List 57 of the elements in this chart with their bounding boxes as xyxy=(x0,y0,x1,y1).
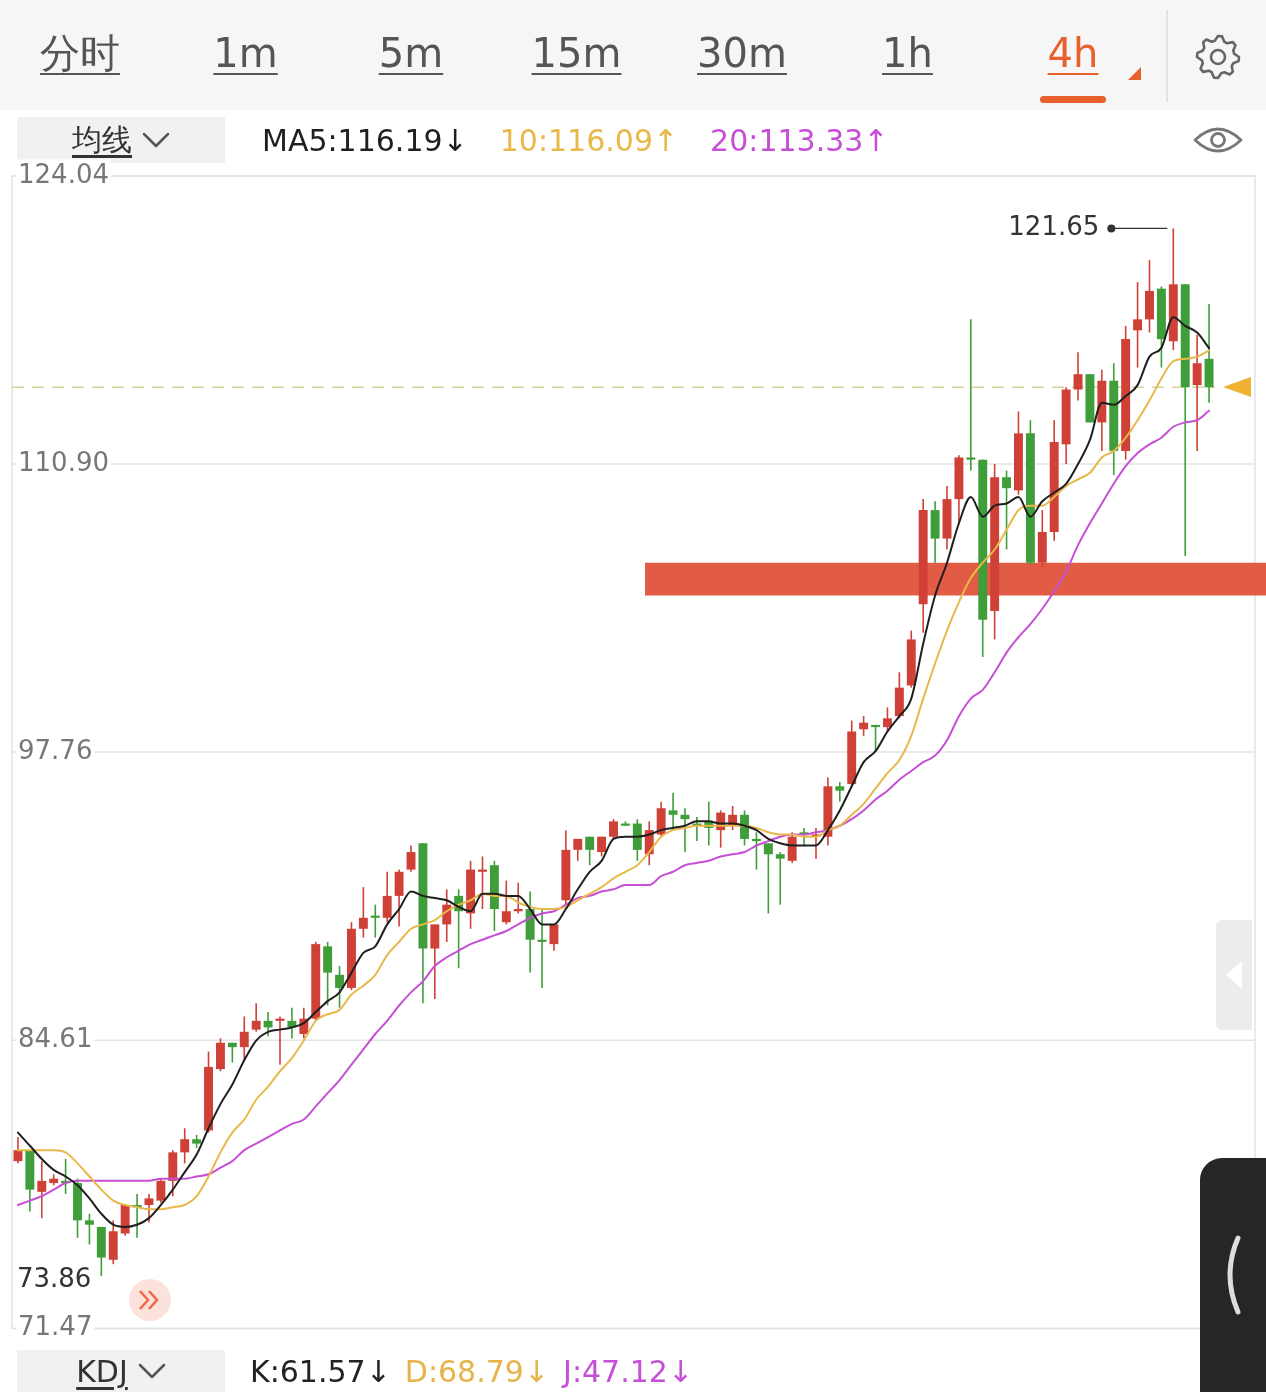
candlestick xyxy=(37,1160,47,1219)
candlestick xyxy=(406,844,416,873)
y-tick-label: 124.04 xyxy=(18,158,109,189)
candlestick xyxy=(180,1127,190,1165)
candlestick xyxy=(358,886,368,939)
text: KDJ xyxy=(76,1353,128,1389)
candlestick xyxy=(966,318,976,472)
y-tick-label: 84.61 xyxy=(18,1023,93,1054)
candlestick xyxy=(84,1212,94,1246)
text: 30m xyxy=(697,29,787,78)
candlestick xyxy=(1192,333,1202,452)
candlestick xyxy=(668,792,678,829)
text: 4h xyxy=(1047,29,1099,78)
candlestick xyxy=(549,923,559,952)
text: 20:113.33↑ xyxy=(710,122,889,158)
candlestick xyxy=(370,903,380,939)
text: 15m xyxy=(531,29,622,78)
candlestick xyxy=(1133,281,1143,369)
candlestick xyxy=(882,706,892,733)
candlestick xyxy=(585,835,595,866)
candlestick xyxy=(513,881,523,915)
candlestick xyxy=(1073,351,1083,402)
text: K:61.57↓ xyxy=(250,1353,391,1389)
text: 1m xyxy=(213,29,278,78)
candlestick xyxy=(680,807,690,853)
candlestick xyxy=(835,781,845,803)
candlestick xyxy=(13,1136,23,1165)
annotation: 121.65 xyxy=(1008,211,1100,242)
candlestick xyxy=(1002,469,1012,551)
candlestick xyxy=(859,715,869,737)
y-tick-label: 97.76 xyxy=(18,734,93,765)
candlestick xyxy=(609,818,618,840)
text: 均线 xyxy=(72,120,132,159)
candlestick xyxy=(763,842,773,915)
candlestick xyxy=(144,1193,154,1224)
text: MA5:116.19↓ xyxy=(262,122,468,158)
candlestick xyxy=(251,1002,261,1033)
y-tick-label: 110.90 xyxy=(18,446,109,477)
candlestick xyxy=(751,831,761,871)
annotation: 73.86 xyxy=(16,1262,92,1293)
text: 5m xyxy=(378,29,444,78)
candlestick xyxy=(263,1011,273,1037)
candlestick xyxy=(501,879,511,926)
candlestick xyxy=(775,851,785,906)
text: 分时 xyxy=(40,29,120,78)
candlestick xyxy=(478,855,487,910)
candlestick xyxy=(239,1015,249,1062)
text: 10:116.09↑ xyxy=(499,122,679,158)
text: 1h xyxy=(882,29,933,78)
y-tick-label: 71.47 xyxy=(18,1311,93,1342)
candlestick xyxy=(156,1177,166,1204)
candlestick xyxy=(382,870,392,923)
text: D:68.79↓ xyxy=(404,1353,550,1389)
candlestick xyxy=(871,724,881,753)
text: J:47.12↓ xyxy=(563,1353,694,1389)
candlestick xyxy=(335,965,345,1009)
candlestick xyxy=(537,908,547,989)
